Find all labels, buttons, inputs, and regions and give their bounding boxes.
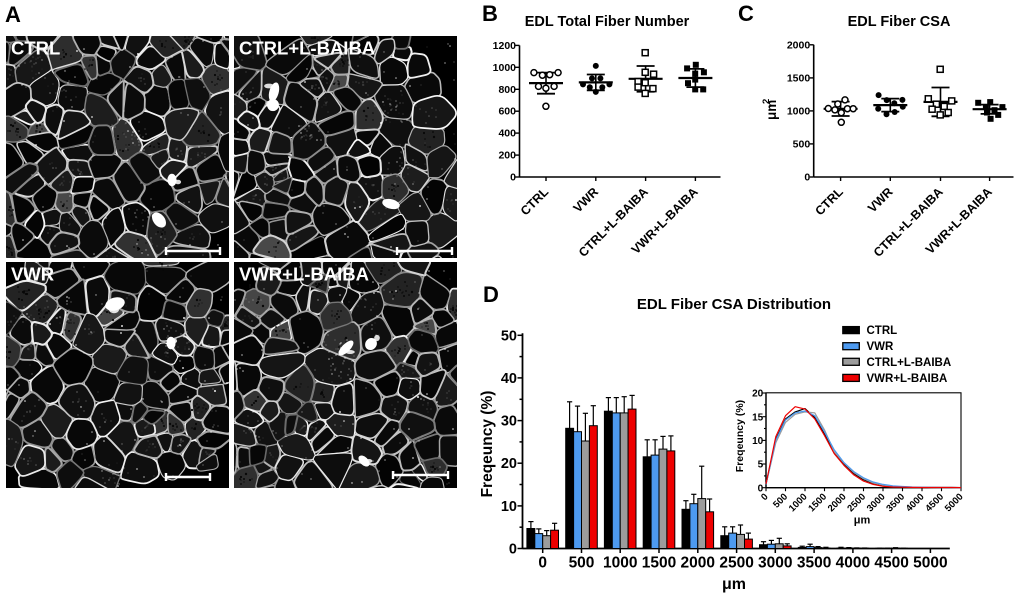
svg-text:10: 10	[752, 436, 764, 447]
svg-text:VWR: VWR	[865, 185, 896, 216]
svg-text:VWR: VWR	[571, 185, 602, 216]
svg-text:500: 500	[793, 138, 811, 150]
svg-text:μm: μm	[854, 515, 871, 527]
svg-text:EDL Fiber CSA Distribution: EDL Fiber CSA Distribution	[637, 296, 831, 313]
svg-text:0: 0	[538, 555, 547, 572]
svg-text:5: 5	[758, 460, 764, 471]
svg-text:1500: 1500	[787, 72, 811, 84]
svg-text:μm: μm	[764, 100, 779, 120]
svg-text:3500: 3500	[797, 555, 831, 572]
svg-text:600: 600	[498, 106, 516, 118]
svg-text:0: 0	[804, 172, 810, 184]
svg-text:4000: 4000	[904, 492, 927, 515]
svg-text:1200: 1200	[493, 40, 517, 52]
svg-text:800: 800	[498, 84, 516, 96]
svg-text:50: 50	[501, 328, 517, 344]
svg-text:200: 200	[498, 150, 516, 162]
svg-text:3500: 3500	[884, 492, 907, 515]
svg-text:CTRL+L-BAIBA: CTRL+L-BAIBA	[239, 38, 375, 59]
svg-text:1000: 1000	[787, 105, 811, 117]
svg-text:VWR+L-BAIBA: VWR+L-BAIBA	[239, 264, 369, 285]
svg-text:10: 10	[501, 499, 517, 515]
svg-text:CTRL: CTRL	[518, 185, 552, 219]
svg-text:CTRL: CTRL	[812, 185, 846, 219]
svg-text:1500: 1500	[806, 492, 829, 515]
svg-text:5000: 5000	[913, 555, 947, 572]
svg-text:2000: 2000	[826, 492, 849, 515]
svg-text:2500: 2500	[719, 555, 753, 572]
svg-text:EDL Fiber CSA: EDL Fiber CSA	[848, 14, 951, 30]
svg-text:2: 2	[761, 99, 772, 104]
svg-text:1500: 1500	[642, 555, 676, 572]
svg-text:5000: 5000	[943, 492, 966, 515]
svg-text:CTRL: CTRL	[11, 38, 60, 59]
svg-text:3000: 3000	[865, 492, 888, 515]
svg-text:4000: 4000	[836, 555, 870, 572]
svg-text:20: 20	[501, 456, 517, 472]
svg-text:400: 400	[498, 128, 516, 140]
svg-text:1000: 1000	[787, 492, 810, 515]
svg-text:4500: 4500	[923, 492, 946, 515]
svg-text:2000: 2000	[787, 39, 811, 51]
svg-text:VWR: VWR	[867, 341, 895, 353]
svg-text:0: 0	[759, 492, 771, 504]
svg-text:500: 500	[569, 555, 595, 572]
svg-text:3000: 3000	[758, 555, 792, 572]
svg-text:D: D	[483, 282, 499, 307]
svg-text:VWR+L-BAIBA: VWR+L-BAIBA	[867, 373, 948, 385]
svg-text:2500: 2500	[845, 492, 868, 515]
svg-text:40: 40	[501, 371, 517, 387]
svg-text:0: 0	[509, 542, 517, 558]
svg-text:EDL Total Fiber Number: EDL Total Fiber Number	[525, 14, 690, 30]
svg-text:20: 20	[752, 389, 764, 400]
svg-text:30: 30	[501, 414, 517, 430]
svg-text:0: 0	[758, 483, 764, 494]
svg-text:1000: 1000	[603, 555, 637, 572]
svg-text:Freqeuncy (%): Freqeuncy (%)	[734, 400, 746, 472]
svg-text:1000: 1000	[493, 62, 517, 74]
svg-text:Freqeuncy (%): Freqeuncy (%)	[479, 391, 496, 498]
svg-text:CTRL+L-BAIBA: CTRL+L-BAIBA	[867, 357, 952, 369]
svg-text:C: C	[738, 1, 754, 26]
svg-text:4500: 4500	[874, 555, 908, 572]
svg-text:VWR: VWR	[11, 264, 54, 285]
svg-text:0: 0	[510, 172, 516, 184]
svg-text:CTRL: CTRL	[867, 325, 898, 337]
svg-text:2000: 2000	[681, 555, 715, 572]
svg-text:15: 15	[752, 412, 764, 423]
svg-text:μm: μm	[722, 576, 746, 593]
svg-text:B: B	[482, 1, 498, 26]
